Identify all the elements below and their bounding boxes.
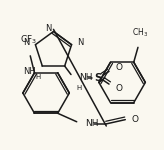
Text: H: H <box>35 74 41 80</box>
Text: N: N <box>45 24 51 33</box>
Text: O: O <box>132 115 139 124</box>
Text: N: N <box>23 38 29 47</box>
Text: O: O <box>115 63 122 72</box>
Text: NH: NH <box>85 119 99 128</box>
Text: CF$_3$: CF$_3$ <box>20 34 37 46</box>
Text: O: O <box>115 84 122 93</box>
Text: N: N <box>77 38 83 47</box>
Text: S: S <box>95 73 102 83</box>
Text: NH: NH <box>79 73 93 82</box>
Text: H: H <box>77 85 82 91</box>
Text: NH: NH <box>23 67 36 76</box>
Text: CH$_3$: CH$_3$ <box>132 26 148 39</box>
